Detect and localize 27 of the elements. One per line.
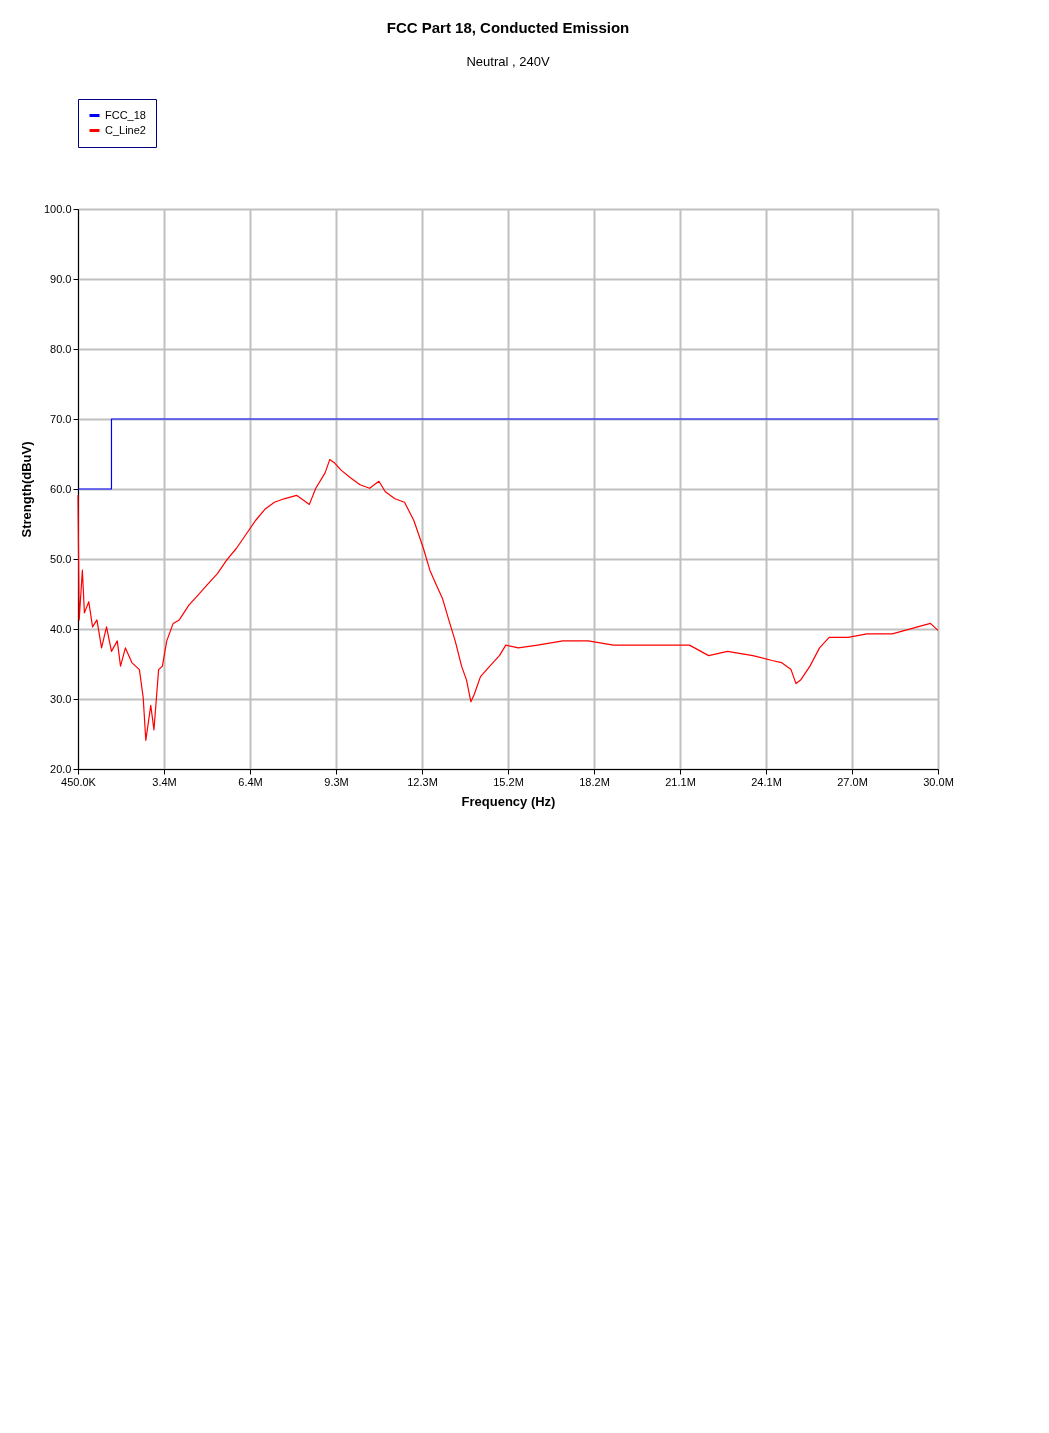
y-tick-label: 30.0 [50, 692, 72, 705]
y-tick-label: 50.0 [50, 552, 72, 565]
x-tick-label: 27.0M [837, 775, 868, 788]
chart-title: FCC Part 18, Conducted Emission [386, 18, 630, 36]
y-tick-label: 90.0 [50, 272, 72, 285]
y-tick-label: 20.0 [50, 762, 72, 775]
x-tick-label: 30.0M [923, 775, 954, 788]
chart-subtitle: Neutral , 240V [466, 53, 550, 69]
y-tick-label: 70.0 [50, 412, 72, 425]
y-tick-label: 80.0 [50, 342, 72, 355]
x-tick-label: 9.3M [324, 775, 349, 788]
x-tick-label: 6.4M [238, 775, 263, 788]
x-tick-label: 15.2M [493, 775, 524, 788]
line-series [77, 459, 939, 741]
y-tick-label: 60.0 [50, 482, 72, 495]
legend-label: C_Line2 [105, 123, 146, 136]
legend-label: FCC_18 [105, 108, 146, 121]
x-tick-label: 3.4M [152, 775, 177, 788]
x-tick-label: 24.1M [751, 775, 782, 788]
x-tick-label: 21.1M [665, 775, 696, 788]
y-tick-label: 40.0 [50, 622, 72, 635]
x-tick-label: 12.3M [407, 775, 438, 788]
x-tick-label: 450.0K [61, 775, 97, 788]
y-tick-label: 100.0 [43, 202, 72, 215]
x-axis-title: Frequency (Hz) [461, 793, 556, 809]
y-axis-title: Strength(dBuV) [18, 441, 34, 538]
x-tick-label: 18.2M [579, 775, 610, 788]
